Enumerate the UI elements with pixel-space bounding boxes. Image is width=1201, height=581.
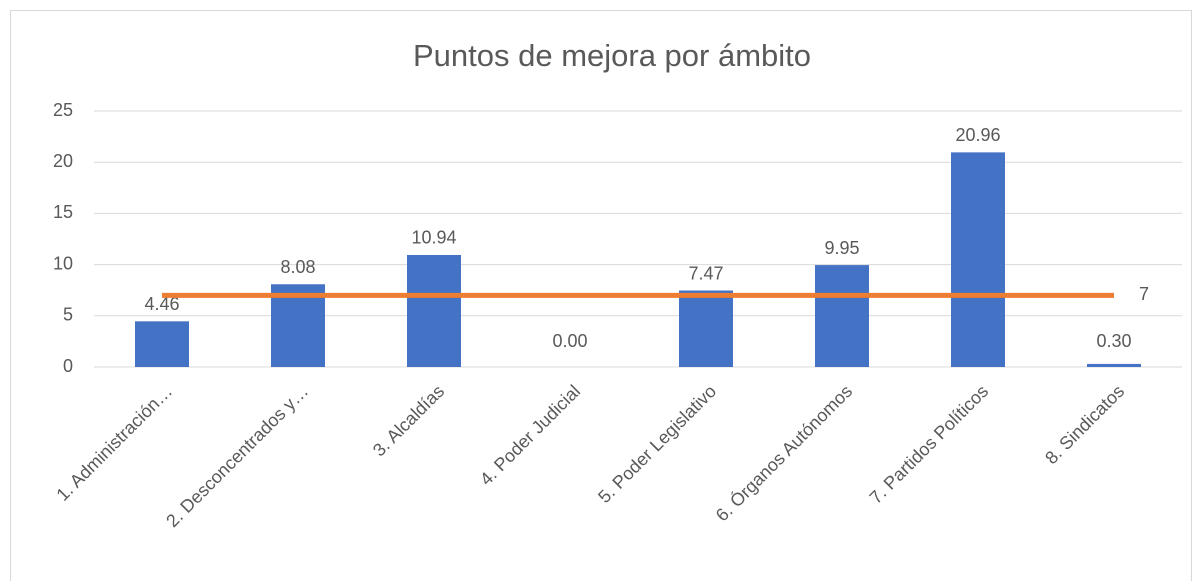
data-label: 10.94 — [411, 228, 456, 248]
bar — [951, 152, 1005, 367]
data-label: 4.46 — [144, 294, 179, 314]
bar — [271, 284, 325, 367]
y-tick-label: 10 — [53, 253, 73, 273]
y-tick-label: 5 — [63, 305, 73, 325]
data-label: 20.96 — [955, 125, 1000, 145]
data-label: 0.00 — [552, 331, 587, 351]
y-tick-label: 0 — [63, 356, 73, 376]
bar — [1087, 363, 1141, 367]
y-tick-label: 15 — [53, 202, 73, 222]
data-label: 9.95 — [824, 238, 859, 258]
data-label: 0.30 — [1096, 331, 1131, 351]
y-tick-label: 20 — [53, 151, 73, 171]
data-label: 7.47 — [688, 263, 723, 283]
bar — [135, 321, 189, 367]
bar — [407, 254, 461, 367]
data-label: 8.08 — [280, 257, 315, 277]
y-tick-label: 25 — [53, 100, 73, 120]
chart-title: Puntos de mejora por ámbito — [413, 38, 811, 73]
bar — [815, 265, 869, 367]
line-label: 7 — [1139, 284, 1149, 304]
bar — [679, 290, 733, 367]
